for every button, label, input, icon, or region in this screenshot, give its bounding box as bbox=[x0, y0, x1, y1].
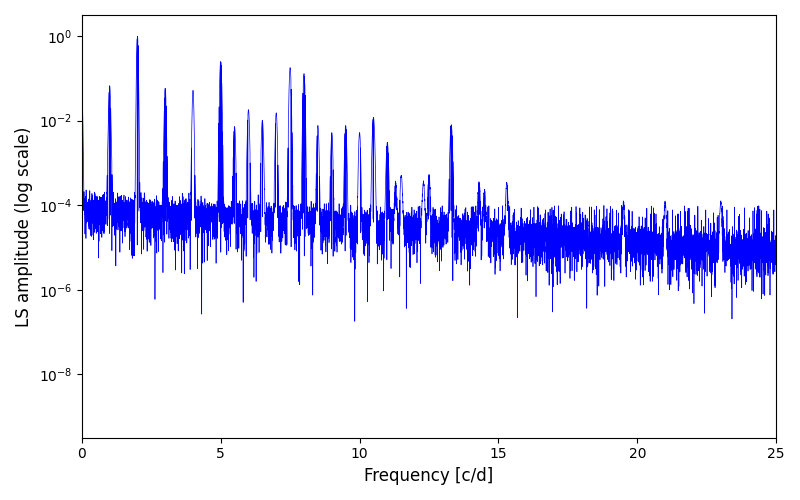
Y-axis label: LS amplitude (log scale): LS amplitude (log scale) bbox=[15, 126, 33, 326]
X-axis label: Frequency [c/d]: Frequency [c/d] bbox=[364, 467, 494, 485]
